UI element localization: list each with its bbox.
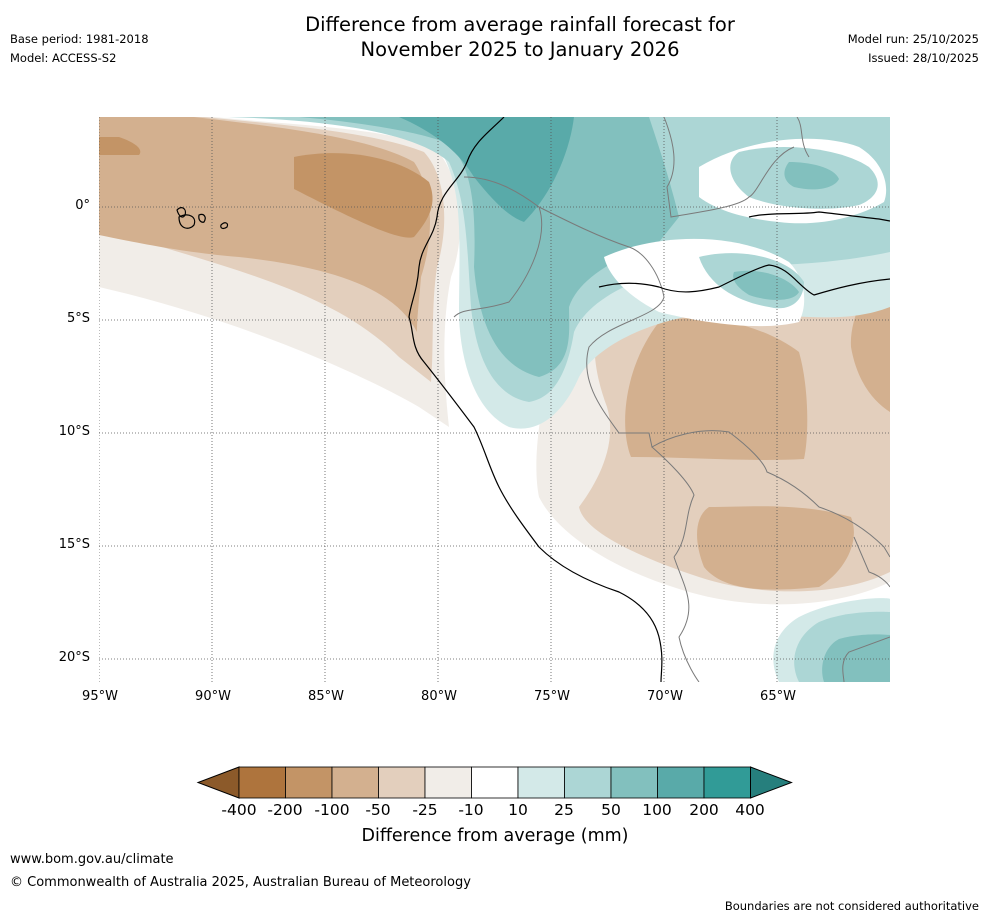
lon-label: 80°W bbox=[421, 689, 457, 704]
map-canvas bbox=[99, 117, 890, 682]
lon-label: 95°W bbox=[82, 689, 118, 704]
colorbar-extend-high bbox=[750, 766, 793, 799]
country-borders bbox=[453, 117, 890, 682]
lat-label: 10°S bbox=[58, 424, 90, 439]
model-label: Model: ACCESS-S2 bbox=[10, 51, 117, 65]
boundaries-disclaimer: Boundaries are not considered authoritat… bbox=[724, 899, 979, 913]
galapagos-islands bbox=[176, 207, 229, 230]
coastline bbox=[408, 117, 890, 682]
colorbar-tick-label: 200 bbox=[689, 801, 719, 819]
colorbar-swatch bbox=[378, 766, 426, 799]
lon-label: 65°W bbox=[760, 689, 796, 704]
colorbar-swatch bbox=[703, 766, 751, 799]
lat-label: 0° bbox=[75, 198, 90, 213]
lon-label: 70°W bbox=[647, 689, 683, 704]
lat-label: 20°S bbox=[58, 650, 90, 665]
colorbar-swatch bbox=[657, 766, 705, 799]
colorbar-swatch bbox=[238, 766, 286, 799]
colorbar-swatch bbox=[610, 766, 658, 799]
lon-label: 90°W bbox=[195, 689, 231, 704]
rainfall-anomaly-map bbox=[99, 117, 890, 682]
colorbar-swatch bbox=[517, 766, 565, 799]
colorbar-tick-label: 100 bbox=[642, 801, 672, 819]
colorbar-extend-low bbox=[196, 766, 240, 799]
copyright-notice: © Commonwealth of Australia 2025, Austra… bbox=[10, 875, 471, 890]
lon-label: 75°W bbox=[534, 689, 570, 704]
colorbar-tick-label: 50 bbox=[601, 801, 621, 819]
page-title: Difference from average rainfall forecas… bbox=[190, 12, 850, 62]
title-line-1: Difference from average rainfall forecas… bbox=[305, 13, 735, 36]
colorbar-swatch bbox=[331, 766, 379, 799]
wet-anomaly-southeast bbox=[773, 598, 890, 682]
colorbar-tick-label: -10 bbox=[458, 801, 484, 819]
colorbar-tick-label: 25 bbox=[554, 801, 574, 819]
wet-anomaly-north bbox=[604, 138, 887, 327]
title-line-2: November 2025 to January 2026 bbox=[360, 38, 680, 61]
lat-label: 15°S bbox=[58, 537, 90, 552]
issued-label: Issued: 28/10/2025 bbox=[868, 51, 979, 65]
colorbar-tick-label: -100 bbox=[314, 801, 350, 819]
colorbar-tick-label: -25 bbox=[412, 801, 438, 819]
colorbar-swatch bbox=[424, 766, 472, 799]
base-period-label: Base period: 1981-2018 bbox=[10, 32, 149, 46]
model-run-label: Model run: 25/10/2025 bbox=[847, 32, 979, 46]
colorbar-swatch bbox=[471, 766, 519, 799]
lon-label: 85°W bbox=[308, 689, 344, 704]
colorbar-tick-label: 10 bbox=[508, 801, 528, 819]
lat-label: 5°S bbox=[66, 311, 90, 326]
colorbar-tick-label: -400 bbox=[221, 801, 257, 819]
website-link[interactable]: www.bom.gov.au/climate bbox=[10, 852, 174, 867]
colorbar-tick-label: -50 bbox=[365, 801, 391, 819]
colorbar-swatches bbox=[196, 766, 793, 799]
dry-anomaly-inland bbox=[536, 227, 890, 605]
colorbar-swatch bbox=[285, 766, 333, 799]
colorbar-tick-label: 400 bbox=[735, 801, 765, 819]
dry-anomaly-pacific bbox=[99, 117, 461, 427]
colorbar-swatch bbox=[564, 766, 612, 799]
colorbar bbox=[196, 766, 793, 799]
colorbar-title: Difference from average (mm) bbox=[361, 826, 629, 846]
colorbar-tick-label: -200 bbox=[267, 801, 303, 819]
graticule bbox=[99, 117, 890, 682]
